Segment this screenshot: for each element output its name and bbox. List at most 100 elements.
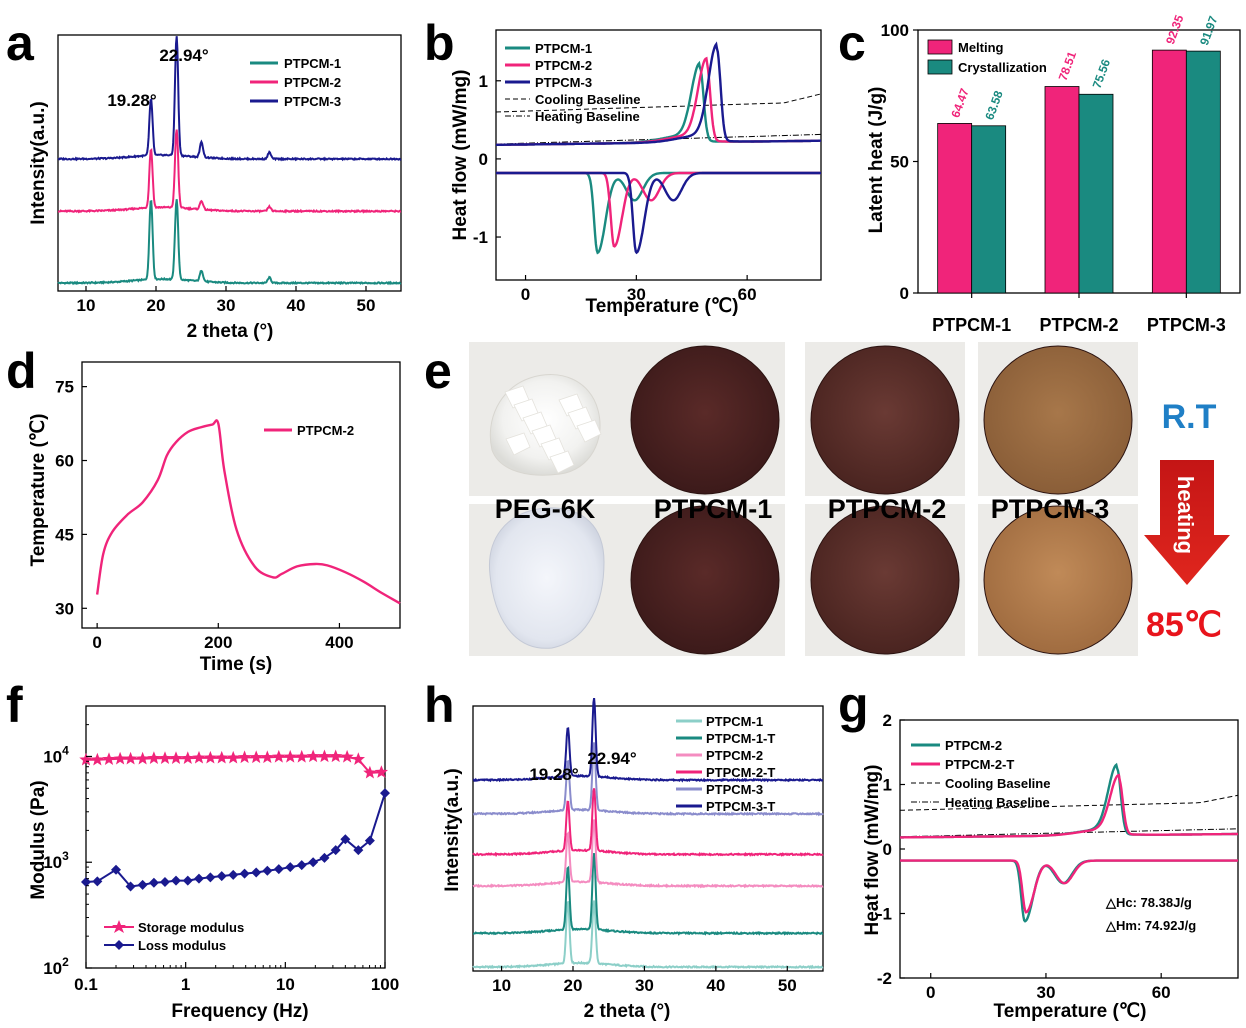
- enthalpy-annotation-hc: △Hc: 78.38J/g: [1105, 895, 1192, 910]
- y-tick-label: 0: [479, 150, 488, 169]
- data-point-storage: [79, 752, 93, 766]
- data-point-storage: [113, 751, 127, 765]
- bar-crystallization: [1078, 93, 1114, 294]
- data-point-storage: [123, 751, 138, 765]
- data-point-storage: [226, 750, 240, 764]
- x-tick-label: 100: [371, 975, 399, 994]
- y-axis-label-d: Temperature (℃): [28, 414, 49, 567]
- data-point-loss: [182, 875, 193, 886]
- data-point-loss: [319, 852, 330, 863]
- bar-crystallization: [1185, 50, 1221, 294]
- sample-labels: PEG-6K PTPCM-1 PTPCM-2 PTPCM-3: [495, 494, 1110, 524]
- panel-b: b 0 30 60 1 0 -1 Heat flow (mW/mg) Temperatur…: [424, 15, 822, 317]
- legend-label: PTPCM-2: [284, 75, 341, 90]
- data-point-loss: [81, 877, 91, 888]
- data-point-storage: [295, 749, 309, 763]
- plot-frame-a: [57, 34, 402, 292]
- data-point-loss: [296, 860, 307, 871]
- x-tick-label: 30: [635, 976, 654, 995]
- bar-crystallization: [971, 125, 1007, 294]
- sample-disc-heated: [810, 505, 960, 655]
- data-point-loss: [308, 857, 319, 868]
- ticks-g: 0 30 60 2 1 0 -1 -2: [877, 711, 1171, 1002]
- plot-frame-f: [85, 705, 386, 969]
- legend-label: PTPCM-1-T: [706, 731, 775, 746]
- y-tick-label: 102: [43, 955, 69, 978]
- legend-label: Cooling Baseline: [535, 92, 640, 107]
- x-tick-label: 0: [92, 633, 101, 652]
- data-point-storage: [329, 749, 343, 763]
- data-point-loss: [285, 862, 296, 873]
- data-point-storage: [90, 752, 104, 766]
- y-tick-label: 104: [43, 743, 69, 766]
- sample-label: PTPCM-2: [828, 494, 947, 524]
- data-point-storage: [158, 751, 172, 764]
- data-point-loss: [251, 867, 262, 878]
- x-tick-label: 0.1: [74, 975, 98, 994]
- x-tick-label: 50: [778, 976, 797, 995]
- cooling-curve-ptpcm-1: [496, 171, 821, 255]
- panel-g: g 0 30 60 2 1 0 -1 -2 Heat flow (mW/mg) Tempera…: [838, 677, 1239, 1022]
- panel-letter-d: d: [6, 343, 37, 399]
- series-line-ptpcm-2: [57, 129, 402, 214]
- y-tick-label: 1: [883, 776, 892, 795]
- legend-d: PTPCM-2: [264, 423, 354, 438]
- panel-e: e PEG-6K PTPCM-1 PTPCM-2 PTPCM-3 R.T heatin…: [424, 342, 1230, 656]
- heating-arrow: heating: [1144, 460, 1230, 585]
- panel-letter-b: b: [424, 15, 455, 71]
- plot-frame-b: [495, 29, 822, 281]
- x-axis-label-g: Temperature (℃): [994, 1001, 1147, 1022]
- data-point-loss: [228, 869, 239, 880]
- legend-label: PTPCM-3-T: [706, 799, 775, 814]
- legend-label: PTPCM-1: [284, 56, 341, 71]
- enthalpy-annotation-hm: △Hm: 74.92J/g: [1105, 918, 1196, 933]
- legend-label: PTPCM-1: [706, 714, 763, 729]
- cooling-curve-ptpcm-2: [900, 859, 1238, 923]
- x-tick-label: 10: [492, 976, 511, 995]
- data-point-loss: [380, 788, 390, 799]
- x-tick-label: 200: [204, 633, 232, 652]
- ticks-h: 10 20 30 40 50: [492, 966, 797, 995]
- data-point-loss: [193, 873, 204, 884]
- panel-letter-c: c: [838, 15, 866, 71]
- sample-label: PTPCM-3: [991, 494, 1110, 524]
- x-tick-label: 30: [627, 285, 646, 304]
- legend-label: Heating Baseline: [945, 795, 1050, 810]
- sample-photos: [469, 342, 1138, 656]
- peak-annotation-19-28: 19.28°: [529, 765, 579, 784]
- legend-label: Melting: [958, 40, 1004, 55]
- sample-disc-room-temp: [983, 345, 1133, 495]
- data-point-storage: [102, 752, 116, 765]
- y-tick-label: 45: [55, 525, 74, 544]
- y-tick-label: 100: [881, 21, 909, 40]
- x-tick-label: 40: [706, 976, 725, 995]
- x-ticks-a: 10 20 30 40 50: [77, 286, 375, 315]
- x-tick-label: 30: [217, 296, 236, 315]
- peak-annotation-22-94: 22.94°: [587, 749, 637, 768]
- x-tick-label: 40: [287, 296, 306, 315]
- data-point-storage: [340, 749, 354, 763]
- data-point-storage: [272, 749, 286, 763]
- data-point-storage: [363, 765, 377, 779]
- peg-flake: [549, 450, 575, 474]
- x-tick-label: 60: [1152, 983, 1171, 1002]
- room-temperature-label: R.T: [1162, 398, 1217, 436]
- data-point-storage: [136, 751, 150, 765]
- bar-value-label: 63.58: [982, 88, 1006, 121]
- dsc-curves-g: [899, 762, 1239, 923]
- x-tick-label: 20: [564, 976, 583, 995]
- y-tick-label: -2: [877, 969, 892, 988]
- x-tick-label: 20: [147, 296, 166, 315]
- sample-disc-heated: [983, 505, 1133, 655]
- legend-label: PTPCM-2-T: [706, 765, 775, 780]
- ticks-c: PTPCM-1 PTPCM-2 PTPCM-3 100 50 0: [881, 21, 1226, 335]
- y-axis-label-b: Heat flow (mW/mg): [450, 70, 471, 241]
- bar-melting: [1151, 49, 1187, 294]
- bar-melting: [1044, 86, 1080, 294]
- legend-label: PTPCM-2: [535, 58, 592, 73]
- x-axis-label-f: Frequency (Hz): [171, 1001, 308, 1022]
- legend-label: PTPCM-2: [945, 738, 1002, 753]
